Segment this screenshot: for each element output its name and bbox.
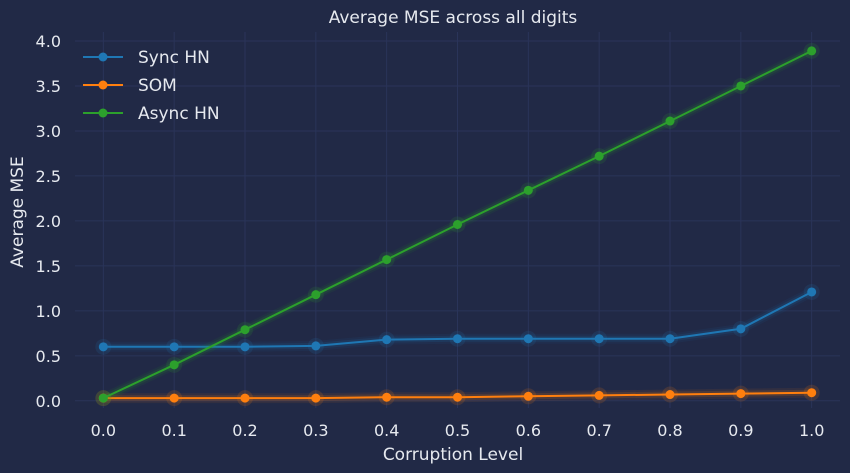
legend: Sync HN SOM Async HN	[83, 48, 220, 124]
data-point	[736, 324, 746, 334]
x-tick-label: 0.0	[91, 421, 116, 440]
x-axis-ticks: 0.0 0.1 0.2 0.3 0.4 0.5 0.6 0.7 0.8 0.9 1.0	[91, 421, 825, 440]
x-tick-label: 0.3	[303, 421, 328, 440]
x-tick-label: 1.0	[799, 421, 824, 440]
y-axis-label: Average MSE	[8, 156, 28, 267]
data-point	[523, 334, 533, 344]
y-tick-label: 1.0	[36, 302, 61, 321]
data-point	[169, 393, 179, 403]
data-point	[382, 255, 392, 265]
legend-label: Sync HN	[138, 48, 210, 68]
data-point	[382, 392, 392, 402]
x-tick-label: 0.4	[374, 421, 399, 440]
series-sync-hn	[95, 283, 820, 355]
y-tick-label: 4.0	[36, 32, 61, 51]
series-som	[95, 384, 820, 407]
data-point	[311, 393, 321, 403]
data-point	[169, 360, 179, 370]
data-point	[311, 290, 321, 300]
x-tick-label: 0.1	[161, 421, 186, 440]
data-point	[665, 390, 675, 400]
x-axis-label: Corruption Level	[383, 445, 523, 465]
data-point	[453, 392, 462, 402]
data-point	[98, 342, 108, 352]
data-point	[594, 390, 604, 400]
data-point	[594, 334, 604, 344]
legend-item-som: SOM	[83, 76, 177, 96]
x-tick-label: 0.6	[516, 421, 541, 440]
y-tick-label: 2.0	[36, 212, 61, 231]
x-tick-label: 0.8	[657, 421, 682, 440]
y-axis-ticks: 0.0 0.5 1.0 1.5 2.0 2.5 3.0 3.5 4.0	[36, 32, 61, 411]
legend-marker	[98, 52, 108, 62]
y-tick-label: 1.5	[36, 257, 61, 276]
chart-title: Average MSE across all digits	[329, 8, 578, 28]
legend-item-sync-hn: Sync HN	[83, 48, 210, 68]
data-point	[382, 335, 392, 345]
x-tick-label: 0.7	[586, 421, 611, 440]
y-tick-label: 0.5	[36, 347, 61, 366]
y-tick-label: 2.5	[36, 167, 61, 186]
series-async-hn	[95, 42, 820, 407]
legend-label: Async HN	[138, 104, 220, 124]
data-point	[665, 334, 675, 344]
x-tick-label: 0.2	[232, 421, 257, 440]
data-point	[453, 334, 462, 344]
data-point	[453, 219, 462, 229]
y-tick-label: 3.5	[36, 77, 61, 96]
data-point	[523, 185, 533, 195]
x-tick-label: 0.9	[728, 421, 753, 440]
x-tick-label: 0.5	[445, 421, 470, 440]
data-point	[736, 389, 746, 399]
data-point	[594, 151, 604, 161]
legend-item-async-hn: Async HN	[83, 104, 220, 124]
y-tick-label: 0.0	[36, 392, 61, 411]
data-point	[98, 393, 108, 403]
data-point	[807, 287, 817, 297]
series-layer	[95, 42, 820, 407]
data-point	[523, 391, 533, 401]
legend-marker	[98, 80, 108, 90]
data-point	[736, 81, 746, 91]
data-point	[240, 325, 250, 335]
data-point	[807, 388, 817, 398]
legend-marker	[98, 108, 108, 118]
data-point	[240, 393, 250, 403]
y-tick-label: 3.0	[36, 122, 61, 141]
data-point	[807, 46, 817, 56]
data-point	[665, 116, 675, 126]
data-point	[240, 342, 250, 352]
legend-label: SOM	[138, 76, 177, 96]
data-point	[311, 341, 321, 351]
data-point	[169, 342, 179, 352]
